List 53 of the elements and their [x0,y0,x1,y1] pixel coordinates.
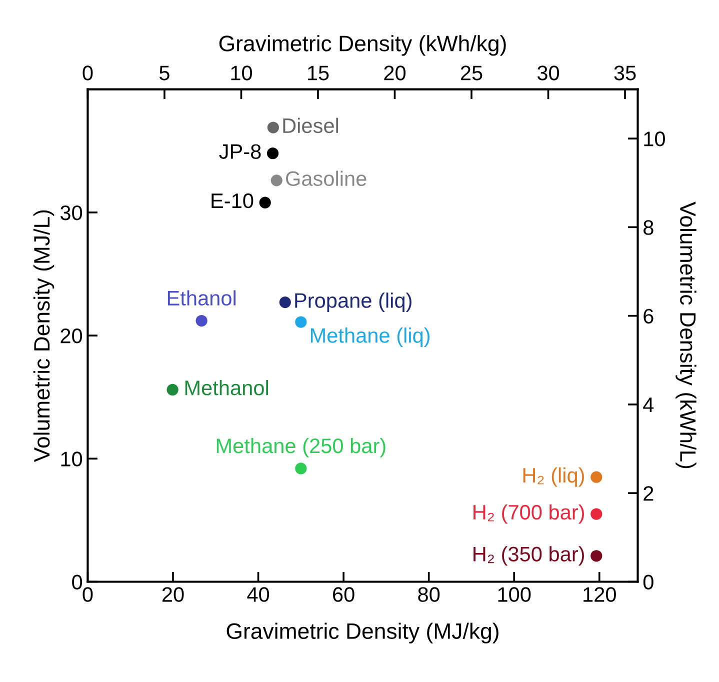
y-tick-label: 0 [72,574,82,590]
series-label: Gasoline [286,170,366,186]
series-label: H₂ (350 bar) [474,546,584,566]
x2-tick-label: 35 [614,66,636,80]
x-tick-label: 80 [418,587,440,602]
y-tick-label: 20 [60,328,82,344]
series-label: Propane (liq) [295,292,412,312]
y-tick-label: 30 [60,205,82,220]
x-tick-label: 60 [333,587,354,602]
x2-tick-label: 30 [537,66,560,80]
x-tick-label: 20 [162,587,184,602]
series-label: Ethanol [168,290,236,306]
point [270,174,282,186]
x2-tick-label: 0 [82,66,93,80]
series-label: JP-8 [219,144,261,159]
point [259,196,271,208]
y2-tick-label: 0 [643,574,654,590]
point [166,384,178,396]
y2-tick-label: 6 [644,308,654,324]
point [279,296,291,308]
point [266,148,279,160]
point [196,314,208,327]
x-tick-label: 120 [584,587,616,602]
x2-tick-label: 20 [384,66,406,80]
y2-tick-label: 2 [644,486,654,501]
x-tick-label: 40 [247,587,270,602]
point [295,316,307,328]
y2-axis-title: Volumetric Density (kWh/L) [676,202,696,468]
y2-tick-label: 4 [643,398,654,412]
x2-tick-label: 15 [308,66,329,80]
point [590,471,602,483]
series-label: H₂ (700 bar) [474,504,584,524]
x2-tick-label: 10 [231,66,252,80]
x-tick-label: 0 [82,587,93,602]
y2-tick-label: 8 [644,220,654,235]
series-label: E-10 [212,193,254,208]
series-label: H₂ (liq) [523,467,584,487]
x2-axis-title: Gravimetric Density (kWh/kg) [219,35,506,56]
y2-tick-label: 10 [644,132,665,146]
series-label: Methanol [185,380,268,396]
series-label: Methane (liq) [310,328,430,347]
x-tick-label: 100 [498,587,531,602]
y-axis-title: Volumetric Density (MJ/L) [33,210,54,462]
series-label: Diesel [283,118,338,134]
point [295,462,307,474]
series-label: Methane (250 bar) [216,438,386,458]
y-tick-label: 10 [61,452,82,466]
x2-tick-label: 25 [460,66,482,80]
point [590,508,602,520]
point [590,550,602,562]
x2-tick-label: 5 [160,66,170,80]
point [267,122,280,134]
x-axis-title: Gravimetric Density (MJ/kg) [226,622,498,644]
